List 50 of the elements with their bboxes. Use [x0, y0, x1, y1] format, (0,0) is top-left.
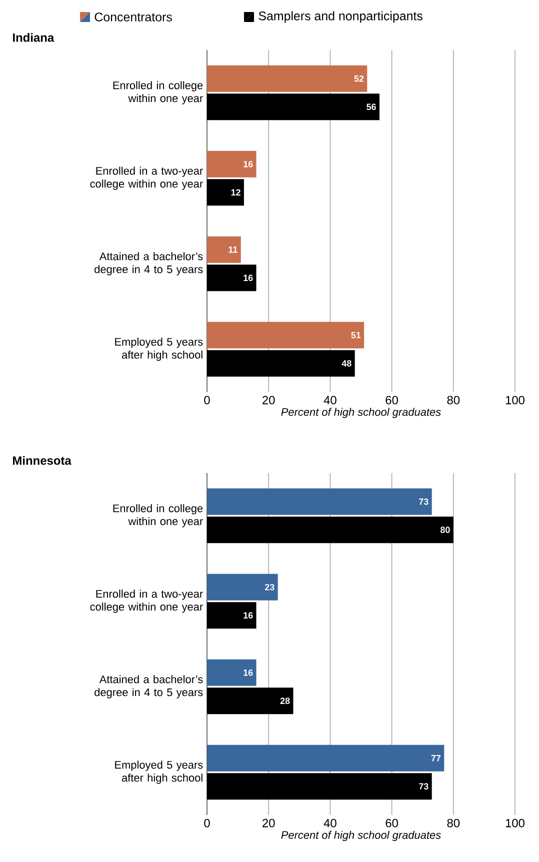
x-tick-label: 80: [447, 396, 460, 404]
x-tick-label: 100: [506, 818, 525, 828]
x-tick-label: 60: [386, 818, 398, 828]
x-tick-label: 20: [262, 818, 275, 828]
text: Indiana: [13, 33, 54, 42]
x-tick-label: 0: [204, 396, 210, 404]
y-tick-label: Employed 5 years after high school: [115, 338, 203, 361]
x-tick-label: 0: [204, 818, 210, 828]
data-label: 80: [440, 526, 450, 534]
bar: [207, 659, 256, 686]
y-tick-label: Employed 5 years after high school: [115, 760, 203, 784]
data-label: 16: [244, 274, 253, 282]
y-tick-label: Enrolled in a two-year college within one year: [90, 166, 203, 190]
data-label: 77: [431, 755, 441, 762]
data-label: 73: [419, 498, 428, 505]
x-tick-label: 100: [506, 396, 525, 404]
bar: [207, 150, 256, 178]
data-label: 48: [342, 360, 352, 367]
data-label: 51: [351, 332, 361, 338]
y-tick-label: Enrolled in a two-year college within one year: [90, 590, 203, 613]
data-label: 11: [228, 246, 238, 253]
data-label: 16: [244, 669, 253, 676]
x-tick-label: 20: [262, 396, 275, 404]
data-label: 23: [264, 584, 274, 590]
data-label: 56: [366, 104, 376, 110]
y-tick-label: Enrolled in college within one year: [113, 504, 203, 528]
bar: [207, 322, 364, 348]
data-label: 28: [280, 698, 290, 704]
x-tick-label: 40: [324, 818, 336, 828]
y-tick-label: Attained a bachelor’s degree in 4 to 5 years: [94, 675, 203, 698]
bar: [207, 488, 432, 515]
bar: [207, 65, 368, 92]
data-label: 12: [231, 189, 240, 196]
text: Minnesota: [13, 456, 72, 465]
data-label: 73: [419, 783, 428, 790]
x-tick-label: 60: [386, 396, 398, 404]
x-axis-title: Percent of high school graduates: [281, 408, 441, 418]
bar: [207, 236, 241, 263]
data-label: 16: [244, 160, 253, 168]
legend-label: Samplers and nonparticipants: [258, 11, 422, 23]
y-tick-label: Attained a bachelor’s degree in 4 to 5 years: [94, 252, 203, 276]
x-tick-label: 80: [447, 818, 460, 828]
legend-label: Concentrators: [94, 12, 172, 22]
bar: [207, 574, 278, 600]
bar: [207, 744, 444, 772]
x-tick-label: 40: [324, 396, 336, 404]
y-tick-label: Enrolled in college within one year: [113, 81, 203, 104]
data-label: 16: [244, 612, 253, 619]
data-label: 52: [354, 75, 364, 82]
x-axis-title: Percent of high school graduates: [281, 830, 441, 842]
